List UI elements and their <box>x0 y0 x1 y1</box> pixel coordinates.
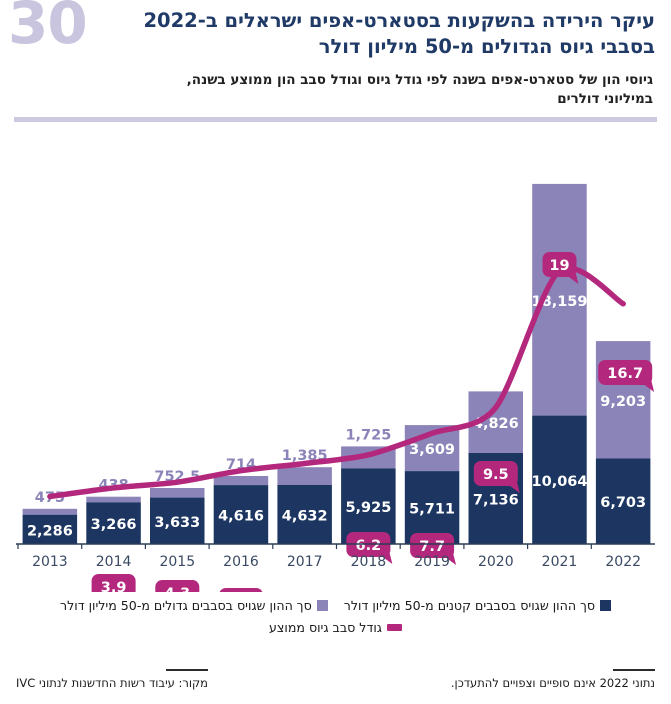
average-round-line-group <box>47 265 626 500</box>
line-value-label-2018: 6.2 <box>356 538 382 554</box>
bar-segment-small-rounds-2013[interactable] <box>22 514 78 544</box>
bar-value-label-small-2020: 7,136 <box>473 492 519 508</box>
x-axis-group <box>16 543 655 549</box>
bar-segment-large-rounds-2013[interactable] <box>22 508 78 515</box>
page-title: עיקר הירידה בהשקעות בסטארט-אפים ישראלים … <box>16 8 655 61</box>
bar-value-label-large-2018: 1,725 <box>345 427 391 443</box>
bar-value-label-small-2014: 3,266 <box>91 517 137 533</box>
bar-value-label-small-2015: 3,633 <box>154 515 200 531</box>
header-divider <box>14 116 657 122</box>
page-subtitle-line-1: גיוסי הון של סטארט-אפים בשנה לפי גודל גי… <box>186 71 653 88</box>
bar-segment-small-rounds-2016[interactable] <box>213 485 269 544</box>
line-value-pill-2022[interactable] <box>598 359 653 385</box>
x-axis-label-2013: 2013 <box>32 554 68 570</box>
bar-segment-small-rounds-2014[interactable] <box>86 502 141 544</box>
footer-source: מקור: עיבוד רשות החדשנות לנתוני IVC <box>16 669 208 690</box>
chart-legend: סך ההון שגויס בסבבים קטנים מ-50 מיליון ד… <box>0 594 671 638</box>
bar-segment-large-rounds-2017[interactable] <box>277 467 332 485</box>
bar-value-label-small-2018: 5,925 <box>345 500 391 516</box>
line-value-pill-2021[interactable] <box>542 251 577 277</box>
legend-row-1: סך ההון שגויס בסבבים קטנים מ-50 מיליון ד… <box>0 594 671 616</box>
bar-segment-small-rounds-2017[interactable] <box>277 484 332 544</box>
line-value-pill-2016[interactable] <box>219 587 263 592</box>
bar-value-label-small-2016: 4,616 <box>218 509 264 525</box>
bars-group <box>22 183 651 544</box>
x-axis-label-2022: 2022 <box>605 554 641 570</box>
line-value-pill-tail-2020 <box>508 476 520 493</box>
legend-label-avg-round: גודל סבב גיוס ממוצע <box>269 619 382 635</box>
line-value-pill-2019[interactable] <box>410 532 455 558</box>
line-value-label-2014: 3.9 <box>101 580 127 592</box>
line-value-pill-2015[interactable] <box>155 579 200 592</box>
legend-row-2: גודל סבב גיוס ממוצע <box>0 616 671 638</box>
bar-value-label-small-2013: 2,286 <box>27 523 73 539</box>
chart-area: 2,286 475 3,266 438 3,633 752.5 4,616 714 4,632 1… <box>0 122 671 592</box>
line-value-pill-tail-2022 <box>643 375 655 392</box>
x-axis-label-2021: 2021 <box>542 554 578 570</box>
chart-footer: נתוני 2022 אינם סופיים וצפויים להתעדכן. … <box>0 669 671 690</box>
slide-number-badge: 30 <box>8 0 88 57</box>
line-value-pill-tail-2018 <box>381 547 393 564</box>
line-value-pill-2020[interactable] <box>473 460 518 486</box>
x-axis-tick-labels-group: 2013 2014 2015 2016 2017 2018 2019 2020 2021 2022 <box>32 554 641 570</box>
bar-value-label-large-2019: 3,609 <box>409 442 455 458</box>
line-value-label-2021: 19 <box>549 258 569 274</box>
bar-segment-large-rounds-2015[interactable] <box>150 487 205 498</box>
legend-swatch-avg-round <box>386 623 402 631</box>
bar-segment-small-rounds-2015[interactable] <box>150 497 205 544</box>
bar-value-label-large-2022: 9,203 <box>600 394 646 410</box>
bar-segment-small-rounds-2018[interactable] <box>341 468 396 544</box>
stacked-bar-line-chart: 2,2864753,2664383,633752.54,6167144,6321… <box>16 183 655 592</box>
legend-swatch-small-rounds <box>600 599 611 611</box>
bar-value-label-small-2022: 6,703 <box>600 495 646 511</box>
x-axis-label-2020: 2020 <box>478 554 514 570</box>
line-value-pill-2014[interactable] <box>91 573 136 592</box>
x-axis-label-2014: 2014 <box>96 554 132 570</box>
chart-header: 30 עיקר הירידה בהשקעות בסטארט-אפים ישראל… <box>0 0 671 109</box>
legend-label-large-rounds: סך ההון שגויס בסבבים גדולים מ-50 מיליון … <box>60 597 312 613</box>
page-title-line-1: עיקר הירידה בהשקעות בסטארט-אפים ישראלים … <box>143 9 655 32</box>
legend-item-avg-round[interactable]: גודל סבב גיוס ממוצע <box>269 617 402 638</box>
page-title-line-2: בסבבי גיוס הגדולים מ-50 מיליון דולר <box>318 35 655 59</box>
page-subtitle-line-2: במיליוני דולרים <box>557 90 653 107</box>
bar-segment-large-rounds-2014[interactable] <box>86 496 141 503</box>
legend-item-small-rounds[interactable]: סך ההון שגויס בסבבים קטנים מ-50 מיליון ד… <box>344 595 611 616</box>
bar-value-label-small-2017: 4,632 <box>282 508 328 524</box>
line-value-label-2022: 16.7 <box>607 366 643 382</box>
line-value-label-2019: 7.7 <box>419 539 445 555</box>
page-subtitle: גיוסי הון של סטארט-אפים בשנה לפי גודל גי… <box>16 71 655 109</box>
average-round-line[interactable] <box>47 265 626 500</box>
line-value-label-2020: 9.5 <box>483 467 509 483</box>
line-value-pill-tail-2021 <box>567 267 579 284</box>
footer-note: נתוני 2022 אינם סופיים וצפויים להתעדכן. <box>451 669 656 690</box>
legend-item-large-rounds[interactable]: סך ההון שגויס בסבבים גדולים מ-50 מיליון … <box>60 595 328 616</box>
legend-label-small-rounds: סך ההון שגויס בסבבים קטנים מ-50 מיליון ד… <box>343 597 595 613</box>
bar-segment-small-rounds-2021[interactable] <box>532 415 587 544</box>
line-value-pill-tail-2014 <box>131 589 135 592</box>
x-axis-label-2019: 2019 <box>414 554 450 570</box>
line-value-pill-tail-2019 <box>445 548 457 565</box>
legend-swatch-large-rounds <box>316 599 328 611</box>
x-axis-label-2015: 2015 <box>159 554 195 570</box>
bar-segment-small-rounds-2022[interactable] <box>595 458 651 544</box>
x-axis-label-2018: 2018 <box>351 554 387 570</box>
bar-segment-small-rounds-2019[interactable] <box>404 471 460 544</box>
bar-value-label-small-2021: 10,064 <box>532 474 588 490</box>
bar-value-label-small-2019: 5,711 <box>409 502 455 518</box>
bar-segment-large-rounds-2016[interactable] <box>213 475 269 486</box>
x-axis-label-2016: 2016 <box>223 554 259 570</box>
line-value-label-2015: 4.3 <box>164 586 190 592</box>
x-axis-label-2017: 2017 <box>287 554 323 570</box>
